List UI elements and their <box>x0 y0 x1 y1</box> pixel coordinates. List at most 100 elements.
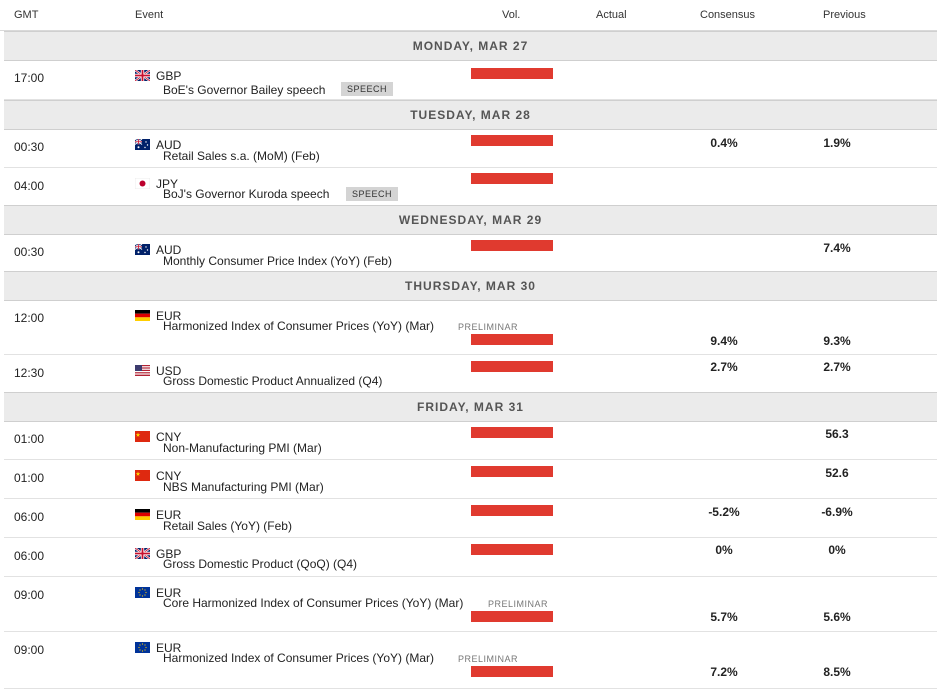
event-currency: EUR <box>156 508 182 522</box>
col-consensus[interactable]: Consensus <box>700 9 756 21</box>
event-currency: GBP <box>156 69 182 83</box>
consensus-value: 9.4% <box>710 334 738 348</box>
event-name[interactable]: Retail Sales s.a. (MoM) (Feb) <box>163 149 320 163</box>
eu-flag-icon <box>135 642 150 653</box>
event-name[interactable]: Core Harmonized Index of Consumer Prices… <box>163 596 464 610</box>
au-flag-icon <box>135 244 150 255</box>
event-currency: CNY <box>156 430 182 444</box>
event-currency: AUD <box>156 243 182 257</box>
event-name[interactable]: Gross Domestic Product (QoQ) (Q4) <box>163 557 358 571</box>
previous-value: 5.6% <box>823 610 851 624</box>
previous-value: 52.6 <box>825 466 849 480</box>
event-row[interactable]: 04:00 JPY BoJ's Governor Kuroda speech S… <box>4 168 937 207</box>
au-flag-icon <box>135 139 150 150</box>
de-flag-icon <box>135 310 150 321</box>
volatility-bar <box>471 68 553 79</box>
volatility-bar <box>471 666 553 677</box>
preliminary-badge: PRELIMINAR <box>458 322 519 332</box>
volatility-bar <box>471 466 553 477</box>
event-currency: USD <box>156 364 182 378</box>
volatility-bar <box>471 427 553 438</box>
previous-value: 7.4% <box>823 241 851 255</box>
event-time: 01:00 <box>14 471 45 485</box>
previous-value: 9.3% <box>823 334 851 348</box>
event-time: 17:00 <box>14 71 45 85</box>
volatility-bar <box>471 611 553 622</box>
event-currency: EUR <box>156 309 182 323</box>
event-name[interactable]: BoE's Governor Bailey speech <box>163 83 326 97</box>
event-name[interactable]: Gross Domestic Product Annualized (Q4) <box>163 374 383 388</box>
event-time: 00:30 <box>14 245 45 259</box>
event-time: 01:00 <box>14 432 45 446</box>
previous-value: 56.3 <box>825 427 849 441</box>
event-row[interactable]: 00:30 AUD Retail Sales s.a. (MoM) (Feb) … <box>4 129 937 168</box>
event-currency: AUD <box>156 138 182 152</box>
day-header: WEDNESDAY, MAR 29 <box>4 205 937 235</box>
event-row[interactable]: 01:00 CNY Non-Manufacturing PMI (Mar) 56… <box>4 421 937 460</box>
event-currency: GBP <box>156 547 182 561</box>
event-time: 09:00 <box>14 643 45 657</box>
day-header: THURSDAY, MAR 30 <box>4 271 937 301</box>
event-row[interactable]: 01:00 CNY NBS Manufacturing PMI (Mar) 52… <box>4 460 937 499</box>
consensus-value: 0% <box>715 543 733 557</box>
gb-flag-icon <box>135 548 150 559</box>
consensus-value: -5.2% <box>708 505 740 519</box>
event-name[interactable]: BoJ's Governor Kuroda speech <box>163 187 330 201</box>
volatility-bar <box>471 173 553 184</box>
consensus-value: 7.2% <box>710 665 738 679</box>
consensus-value: 2.7% <box>710 360 738 374</box>
col-vol[interactable]: Vol. <box>502 9 521 21</box>
event-row[interactable]: 12:00 EUR Harmonized Index of Consumer P… <box>4 300 937 355</box>
event-row[interactable]: 06:00 GBP Gross Domestic Product (QoQ) (… <box>4 538 937 577</box>
day-header: TUESDAY, MAR 28 <box>4 100 937 130</box>
day-header: MONDAY, MAR 27 <box>4 31 937 61</box>
speech-badge: SPEECH <box>341 82 394 96</box>
event-currency: JPY <box>156 177 179 191</box>
event-time: 06:00 <box>14 549 45 563</box>
event-time: 00:30 <box>14 140 45 154</box>
event-row[interactable]: 09:00 EUR Harmonized Index of Consumer P… <box>4 632 937 689</box>
volatility-bar <box>471 544 553 555</box>
preliminary-badge: PRELIMINAR <box>458 654 519 664</box>
event-currency: EUR <box>156 641 182 655</box>
event-name[interactable]: NBS Manufacturing PMI (Mar) <box>163 480 324 494</box>
consensus-value: 0.4% <box>710 136 738 150</box>
event-time: 09:00 <box>14 588 45 602</box>
previous-value: 0% <box>828 543 846 557</box>
volatility-bar <box>471 334 553 345</box>
event-name[interactable]: Monthly Consumer Price Index (YoY) (Feb) <box>163 254 392 268</box>
col-actual[interactable]: Actual <box>596 9 627 21</box>
event-name[interactable]: Harmonized Index of Consumer Prices (YoY… <box>163 319 434 333</box>
jp-flag-icon <box>135 178 150 189</box>
volatility-bar <box>471 361 553 372</box>
col-previous[interactable]: Previous <box>823 9 866 21</box>
event-currency: CNY <box>156 469 182 483</box>
us-flag-icon <box>135 365 150 376</box>
previous-value: -6.9% <box>821 505 853 519</box>
previous-value: 2.7% <box>823 360 851 374</box>
event-name[interactable]: Retail Sales (YoY) (Feb) <box>163 519 292 533</box>
event-name[interactable]: Non-Manufacturing PMI (Mar) <box>163 441 322 455</box>
preliminary-badge: PRELIMINAR <box>488 599 549 609</box>
event-row[interactable]: 09:00 EUR Core Harmonized Index of Consu… <box>4 577 937 632</box>
consensus-value: 5.7% <box>710 610 738 624</box>
volatility-bar <box>471 135 553 146</box>
event-time: 12:00 <box>14 311 45 325</box>
volatility-bar <box>471 505 553 516</box>
de-flag-icon <box>135 509 150 520</box>
event-time: 04:00 <box>14 179 45 193</box>
event-currency: EUR <box>156 586 182 600</box>
event-name[interactable]: Harmonized Index of Consumer Prices (YoY… <box>163 651 434 665</box>
day-header: FRIDAY, MAR 31 <box>4 392 937 422</box>
event-row[interactable]: 17:00 GBP BoE's Governor Bailey speech S… <box>4 60 937 100</box>
event-time: 06:00 <box>14 510 45 524</box>
event-row[interactable]: 12:30 USD Gross Domestic Product Annuali… <box>4 355 937 394</box>
speech-badge: SPEECH <box>346 187 399 201</box>
col-event[interactable]: Event <box>135 9 164 21</box>
event-row[interactable]: 00:30 AUD Monthly Consumer Price Index (… <box>4 234 937 273</box>
event-row[interactable]: 06:00 EUR Retail Sales (YoY) (Feb) -5.2%… <box>4 499 937 538</box>
volatility-bar <box>471 240 553 251</box>
cn-flag-icon <box>135 470 150 481</box>
col-gmt[interactable]: GMT <box>14 9 39 21</box>
eu-flag-icon <box>135 587 150 598</box>
